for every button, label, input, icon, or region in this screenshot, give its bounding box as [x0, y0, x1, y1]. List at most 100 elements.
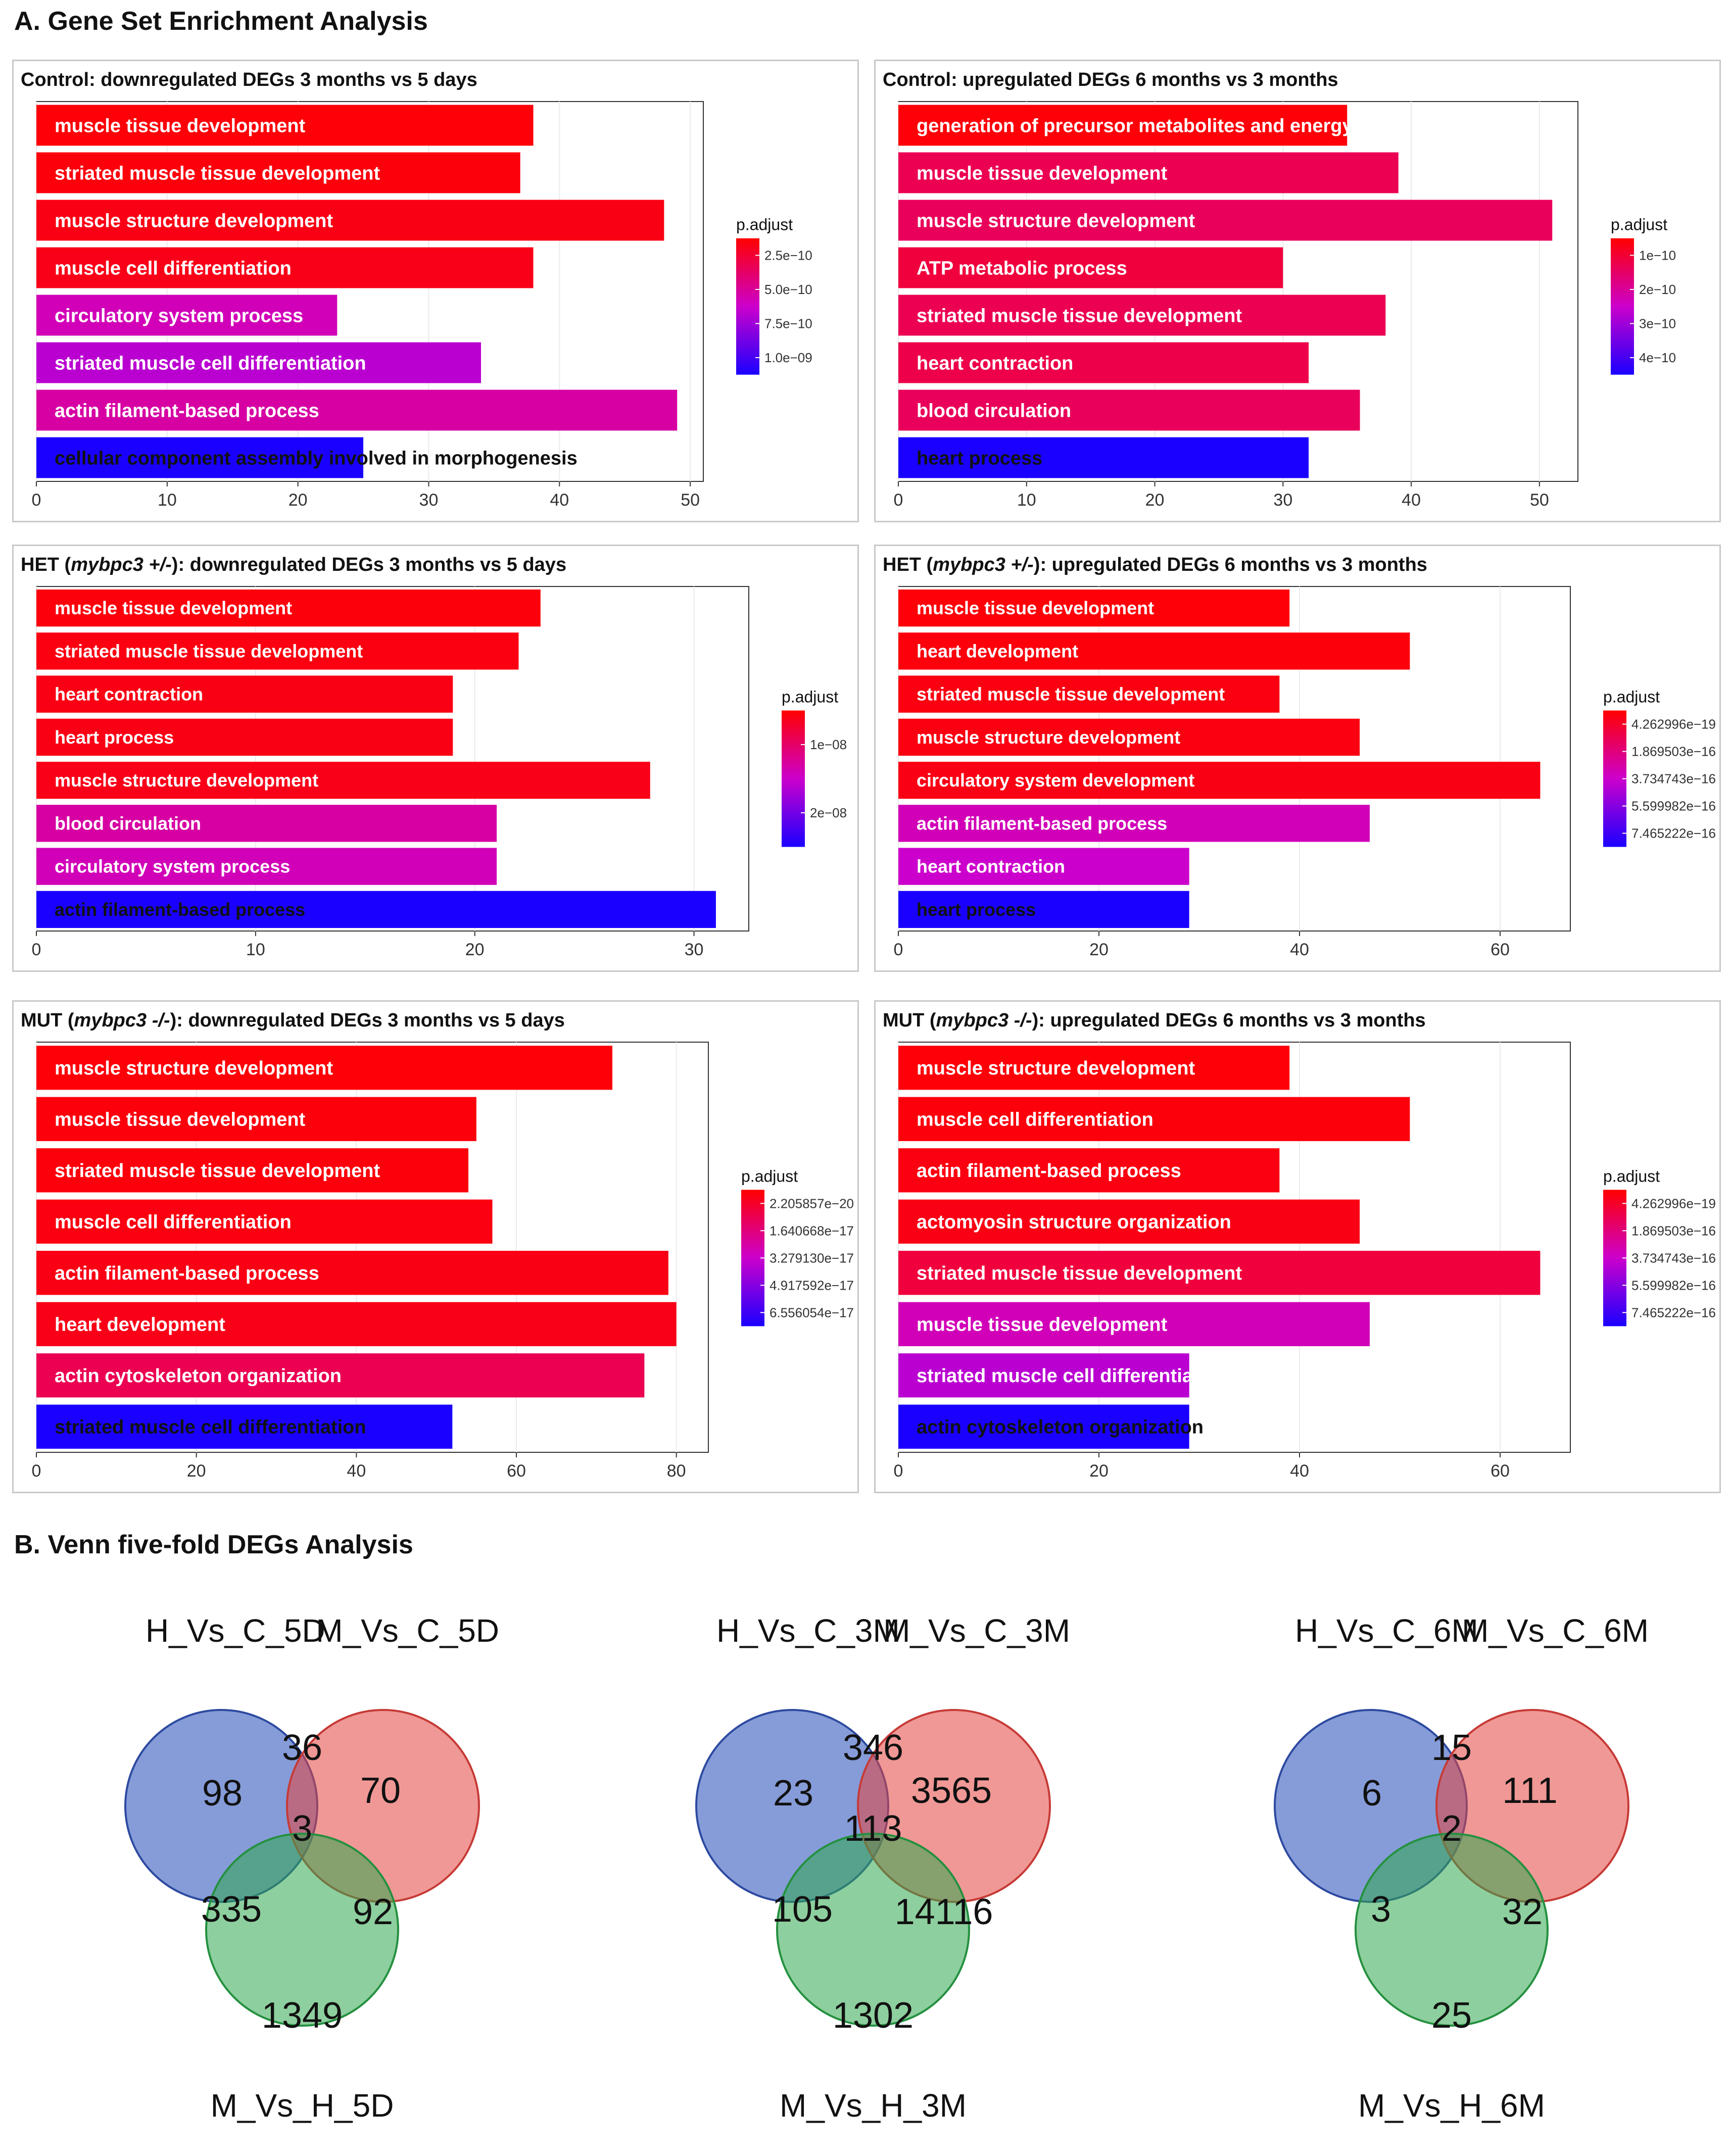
bar — [36, 718, 453, 756]
bar-label: heart development — [55, 1314, 225, 1336]
section-a-title: A. Gene Set Enrichment Analysis — [14, 7, 428, 36]
bar-label: muscle tissue development — [917, 598, 1154, 618]
venn-set-label: M_Vs_H_3M — [780, 2087, 967, 2124]
x-tick-label: 20 — [288, 491, 308, 510]
bar-chart-mut-up: 0 20 40 60 muscle structure development muscl… — [894, 1042, 1716, 1481]
bar-label: generation of precursor metabolites and … — [917, 115, 1353, 136]
legend-tick-label: 2e−10 — [1639, 282, 1676, 297]
venn-count-a-only: 6 — [1362, 1773, 1382, 1814]
legend-title: p.adjust — [1603, 688, 1660, 706]
venn-count-c-only: 1302 — [833, 1995, 913, 2036]
bar-label: muscle tissue development — [55, 1109, 306, 1131]
bar — [898, 718, 1360, 756]
legend-title: p.adjust — [1611, 216, 1667, 234]
bar — [898, 891, 1189, 928]
bar — [36, 589, 541, 627]
bar — [36, 247, 534, 288]
bar — [36, 1302, 677, 1346]
venn-diagram-1: H_Vs_C_5DM_Vs_C_5D M_Vs_H_5D 98 70 36 3 335 92 1… — [124, 1612, 499, 2124]
legend-tick-label: 1.869503e−16 — [1631, 744, 1716, 759]
bar — [36, 632, 519, 670]
legend-tick-label: 1e−10 — [1639, 248, 1676, 263]
bar-label: muscle structure development — [55, 1058, 333, 1079]
bar — [898, 632, 1410, 670]
bar-label: striated muscle cell differentiation — [55, 1417, 366, 1438]
gsea-panel-het-down: HET (mybpc3 +/-): downregulated DEGs 3 m… — [12, 545, 859, 972]
bar — [898, 200, 1553, 241]
venn-count-b-only: 70 — [360, 1771, 401, 1811]
bar-label: heart contraction — [917, 856, 1065, 877]
venn-count-c-only: 25 — [1431, 1995, 1472, 2036]
gsea-panel-control-up: Control: upregulated DEGs 6 months vs 3 … — [874, 60, 1721, 522]
venn-set-label: M_Vs_H_6M — [1358, 2087, 1545, 2124]
legend-tick-label: 2.5e−10 — [764, 248, 812, 263]
legend-tick-label: 5.599982e−16 — [1631, 1278, 1716, 1293]
legend-tick-label: 7.465222e−16 — [1631, 826, 1716, 841]
legend-tick-label: 5.599982e−16 — [1631, 799, 1716, 814]
legend-tick-label: 4e−10 — [1639, 350, 1676, 365]
section-b-title: B. Venn five-fold DEGs Analysis — [14, 1530, 413, 1559]
venn-count-ab: 15 — [1431, 1728, 1472, 1768]
venn-set-label: M_Vs_C_3M — [883, 1612, 1070, 1649]
x-tick-label: 20 — [1089, 1461, 1109, 1481]
x-tick-label: 0 — [32, 491, 41, 510]
bar — [36, 437, 364, 478]
bar — [36, 848, 497, 885]
venn-set-label: H_Vs_C_5D — [146, 1612, 325, 1649]
panel-title: HET (mybpc3 +/-): downregulated DEGs 3 m… — [21, 554, 567, 575]
bar-label: muscle cell differentiation — [917, 1109, 1153, 1131]
bar — [36, 1148, 468, 1193]
bar — [36, 1097, 476, 1141]
venn-count-a-only: 98 — [202, 1773, 243, 1814]
bar-label: muscle tissue development — [917, 163, 1168, 184]
x-tick-label: 40 — [1402, 491, 1421, 510]
bar-label: striated muscle tissue development — [55, 1160, 380, 1182]
venn-count-a-only: 23 — [773, 1773, 813, 1814]
legend-tick-label: 4.262996e−19 — [1631, 717, 1716, 732]
bar-label: muscle structure development — [917, 1058, 1195, 1079]
bar-label: actin cytoskeleton organization — [917, 1417, 1204, 1438]
legend-colorbar — [1611, 238, 1634, 375]
bar-label: muscle structure development — [917, 210, 1195, 231]
legend-tick-label: 3.734743e−16 — [1631, 1250, 1716, 1265]
bar — [898, 1199, 1360, 1244]
x-tick-label: 20 — [465, 940, 485, 959]
bar-label: striated muscle cell differentiation — [917, 1365, 1228, 1387]
venn-count-abc: 3 — [292, 1808, 312, 1849]
bar-chart-het-up: 0 20 40 60 muscle tissue development heart de… — [894, 586, 1716, 959]
bar-label: striated muscle tissue development — [55, 163, 380, 184]
venn-count-ac: 335 — [201, 1889, 262, 1930]
venn-set-label: M_Vs_C_6M — [1462, 1612, 1649, 1649]
bar-label: cellular component assembly involved in … — [55, 448, 578, 469]
bar-label: actin filament-based process — [917, 1160, 1181, 1182]
panel-title: MUT (mybpc3 -/-): upregulated DEGs 6 mon… — [883, 1010, 1426, 1031]
x-tick-label: 50 — [1530, 491, 1549, 510]
gsea-panel-het-up: HET (mybpc3 +/-): upregulated DEGs 6 mon… — [874, 545, 1721, 972]
x-tick-label: 60 — [507, 1461, 526, 1481]
legend-tick-label: 3.734743e−16 — [1631, 771, 1716, 787]
bar-label: ATP metabolic process — [917, 258, 1127, 279]
bar-label: blood circulation — [917, 400, 1071, 421]
legend-title: p.adjust — [1603, 1167, 1660, 1185]
bar-label: blood circulation — [55, 813, 201, 834]
x-tick-label: 0 — [894, 940, 903, 959]
bar — [36, 295, 338, 336]
bar — [898, 1097, 1410, 1141]
panel-title: Control: downregulated DEGs 3 months vs … — [21, 69, 477, 90]
bar-label: circulatory system process — [55, 305, 303, 326]
bar-label: heart contraction — [917, 353, 1073, 374]
gsea-panel-mut-down: MUT (mybpc3 -/-): downregulated DEGs 3 m… — [12, 1000, 859, 1493]
legend-tick-label: 1.0e−09 — [764, 350, 812, 365]
x-tick-label: 50 — [681, 491, 700, 510]
legend-title: p.adjust — [782, 688, 838, 706]
legend-tick-label: 4.917592e−17 — [770, 1278, 854, 1293]
venn-circle-c — [776, 1833, 970, 2027]
bar — [898, 1148, 1280, 1193]
venn-count-abc: 113 — [844, 1808, 902, 1849]
legend-tick-label: 1e−08 — [810, 737, 847, 752]
venn-count-b-only: 3565 — [911, 1771, 992, 1811]
bar — [898, 1302, 1370, 1346]
bar-label: striated muscle tissue development — [917, 684, 1225, 705]
venn-diagram-3: H_Vs_C_6MM_Vs_C_6M M_Vs_H_6M 6 111 15 2 3 32 25 — [1274, 1612, 1649, 2124]
x-tick-label: 10 — [1017, 491, 1036, 510]
